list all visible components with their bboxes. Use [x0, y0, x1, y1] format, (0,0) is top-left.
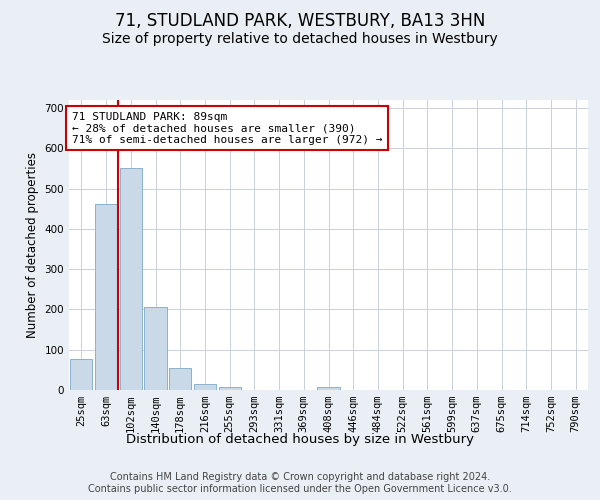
- Text: 71 STUDLAND PARK: 89sqm
← 28% of detached houses are smaller (390)
71% of semi-d: 71 STUDLAND PARK: 89sqm ← 28% of detache…: [71, 112, 382, 145]
- Bar: [218, 387, 241, 390]
- Bar: [95, 204, 117, 390]
- Text: Distribution of detached houses by size in Westbury: Distribution of detached houses by size …: [126, 432, 474, 446]
- Bar: [194, 384, 216, 390]
- Bar: [119, 168, 142, 390]
- Y-axis label: Number of detached properties: Number of detached properties: [26, 152, 39, 338]
- Bar: [145, 308, 167, 390]
- Bar: [317, 387, 340, 390]
- Text: Size of property relative to detached houses in Westbury: Size of property relative to detached ho…: [102, 32, 498, 46]
- Text: 71, STUDLAND PARK, WESTBURY, BA13 3HN: 71, STUDLAND PARK, WESTBURY, BA13 3HN: [115, 12, 485, 30]
- Bar: [70, 358, 92, 390]
- Bar: [169, 368, 191, 390]
- Text: Contains HM Land Registry data © Crown copyright and database right 2024.
Contai: Contains HM Land Registry data © Crown c…: [88, 472, 512, 494]
